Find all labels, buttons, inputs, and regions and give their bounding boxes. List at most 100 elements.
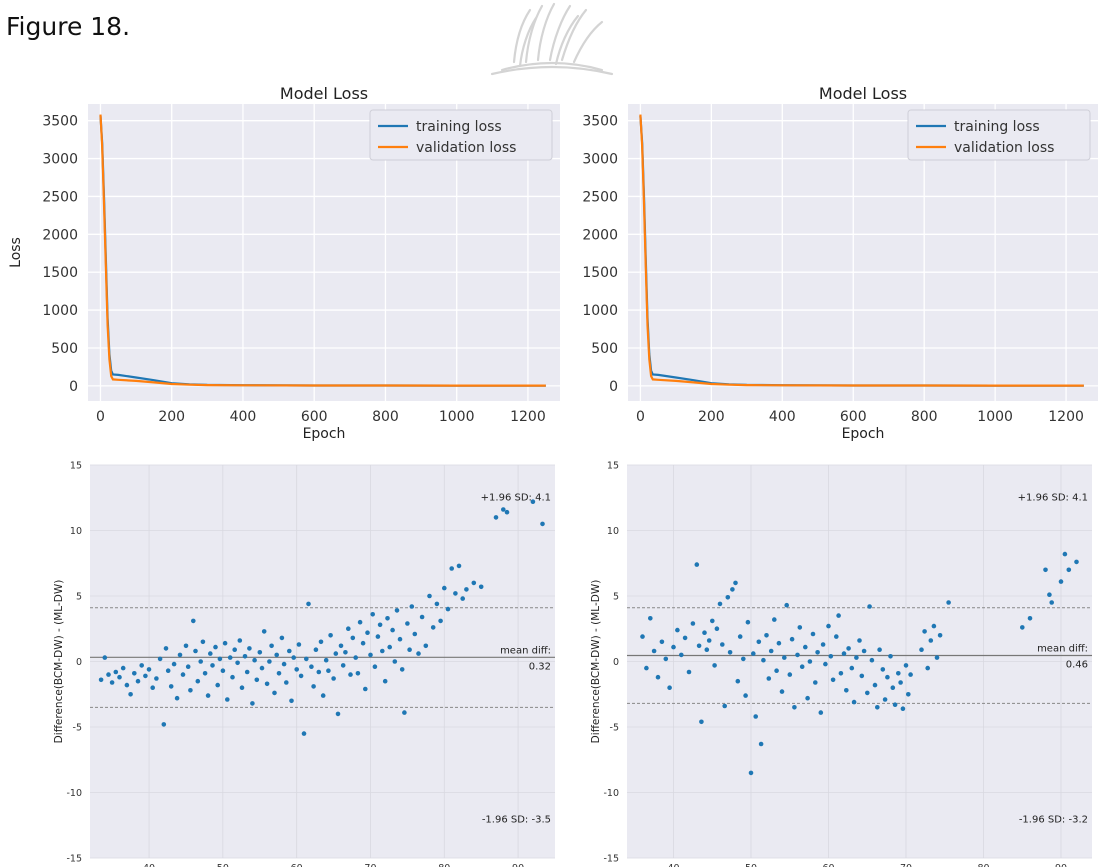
scatter-point: [259, 665, 265, 671]
scatter-point: [120, 665, 126, 671]
scatter-point: [655, 674, 661, 680]
scatter-point: [919, 647, 924, 652]
y-axis-label: Difference(BCM-DW) - (ML-DW): [590, 580, 602, 744]
scatter-point: [143, 673, 148, 679]
scatter-point: [132, 671, 137, 676]
scatter-point: [730, 587, 735, 592]
legend-box: [907, 109, 1091, 161]
scatter-point: [375, 634, 381, 639]
scatter-point: [877, 647, 882, 652]
scatter-point: [834, 634, 839, 639]
figure-caption: Figure 18.: [6, 12, 131, 41]
scatter-point: [712, 663, 717, 668]
scatter-point: [257, 650, 263, 655]
scatter-point: [745, 619, 751, 625]
y-tick-label: 0: [609, 379, 618, 395]
y-axis-label: Difference(BCM-DW) - (ML-DW): [53, 580, 65, 744]
scatter-point: [191, 618, 196, 624]
scatter-point: [267, 659, 272, 664]
scatter-point: [675, 627, 680, 633]
scatter-point: [252, 657, 257, 663]
x-tick-label: 800: [372, 409, 399, 425]
scatter-point: [803, 644, 808, 650]
scatter-point: [640, 634, 645, 639]
scatter-point: [200, 639, 206, 645]
scatter-point: [792, 705, 797, 710]
scatter-point: [743, 693, 748, 698]
x-tick-label: 200: [158, 409, 185, 425]
scatter-point: [813, 680, 818, 685]
scatter-point: [382, 678, 388, 684]
scatter-point: [898, 680, 903, 685]
scatter-point: [865, 690, 870, 696]
scatter-point: [168, 684, 174, 689]
scatter-point: [157, 656, 163, 662]
lower-limit-annotation: -1.96 SD: -3.5: [482, 815, 551, 826]
scatter-point: [787, 672, 793, 677]
scatter-point: [230, 674, 235, 680]
lower-limit-annotation: -1.96 SD: -3.2: [1019, 815, 1088, 826]
scatter-point: [355, 671, 361, 676]
scatter-point: [399, 667, 405, 672]
mean-diff-annotation-value: 0.46: [1066, 659, 1088, 670]
scatter-point: [242, 654, 248, 659]
scatter-point: [753, 714, 758, 719]
scatter-point: [867, 604, 872, 609]
scatter-point: [846, 646, 851, 651]
scatter-point: [340, 663, 346, 668]
scatter-point: [185, 664, 191, 669]
scatter-point: [880, 667, 886, 672]
x-tick-label: 0: [636, 409, 645, 425]
scatter-point: [882, 697, 888, 702]
upper-limit-annotation: +1.96 SD: 4.1: [1018, 492, 1088, 503]
scatter-point: [183, 643, 189, 649]
scatter-point: [737, 634, 743, 639]
scatter-point: [208, 651, 213, 656]
x-tick-label: 90: [512, 863, 524, 867]
scatter-point: [150, 685, 155, 690]
scatter-point: [220, 668, 226, 673]
scatter-point: [323, 657, 329, 663]
scatter-point: [247, 646, 252, 651]
scatter-point: [407, 647, 412, 652]
x-tick-label: 200: [698, 409, 725, 425]
scatter-point: [748, 770, 754, 776]
scatter-point: [98, 677, 104, 683]
scatter-point: [854, 655, 859, 660]
scatter-point: [377, 622, 383, 628]
scatter-point: [885, 674, 890, 680]
scatter-point: [387, 644, 393, 650]
scatter-point: [861, 648, 867, 654]
scatter-point: [174, 695, 180, 701]
scatter-point: [906, 692, 911, 697]
legend-label-0: training loss: [416, 119, 502, 135]
scatter-point: [434, 601, 440, 607]
y-tick-label: 2000: [582, 227, 618, 243]
scatter-point: [372, 664, 378, 669]
scatter-point: [766, 676, 772, 681]
scatter-point: [784, 602, 789, 608]
scatter-point: [1049, 600, 1054, 605]
scatter-point: [838, 671, 844, 676]
scatter-point: [128, 692, 133, 697]
scatter-point: [306, 601, 311, 607]
scatter-point: [768, 648, 774, 654]
scatter-point: [501, 507, 506, 512]
scatter-point: [326, 668, 331, 673]
scatter-point: [851, 699, 857, 705]
scatter-point: [289, 698, 294, 704]
scatter-point: [449, 566, 455, 571]
x-tick-label: 50: [745, 863, 757, 867]
y-tick-label: 10: [607, 526, 619, 537]
scatter-point: [232, 647, 237, 652]
y-tick-label: -15: [66, 854, 82, 865]
scatter-point: [284, 680, 289, 685]
y-tick-label: -5: [73, 723, 82, 734]
scatter-point: [471, 580, 477, 586]
scatter-point: [849, 665, 855, 671]
scatter-point: [931, 623, 937, 629]
scatter-point: [1043, 567, 1048, 573]
scatter-point: [380, 648, 385, 654]
scatter-point: [1062, 551, 1068, 557]
scatter-point: [109, 680, 115, 685]
